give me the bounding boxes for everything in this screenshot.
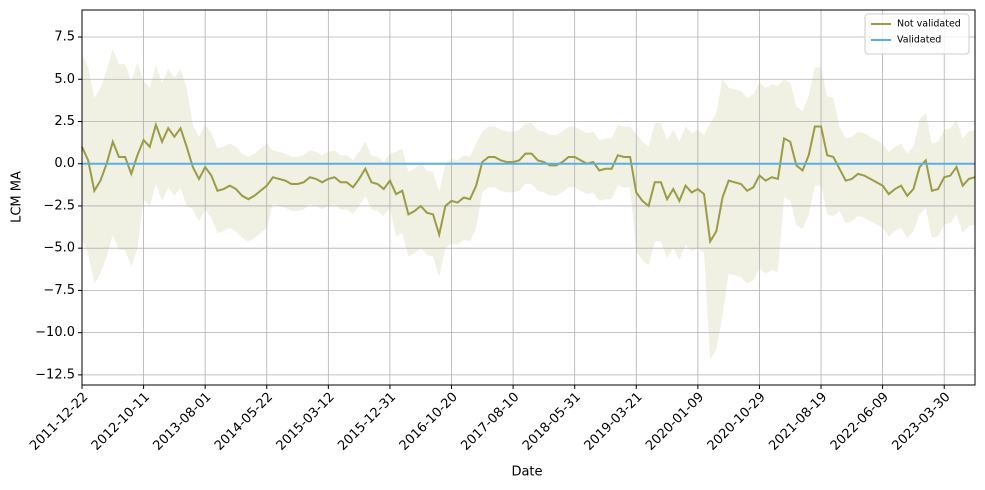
x-tick-label: 2022-06-09 <box>828 390 892 454</box>
data-line <box>81 121 976 245</box>
x-tick-label: 2019-03-21 <box>582 390 646 454</box>
x-tick-label: 2018-05-31 <box>520 390 584 454</box>
y-tick-label: −10.0 <box>35 325 75 340</box>
y-tick-label: −12.5 <box>35 367 75 382</box>
legend-label: Not validated <box>897 19 961 30</box>
x-axis-label: Date <box>511 465 542 480</box>
x-tick-label: 2016-10-20 <box>397 390 461 454</box>
y-tick-label: 5.0 <box>54 72 75 87</box>
y-tick-label: 2.5 <box>54 114 75 129</box>
y-tick-label: −2.5 <box>43 198 75 213</box>
legend-label: Validated <box>897 35 941 46</box>
y-tick-label: 0.0 <box>54 156 75 171</box>
x-tick-label: 2020-10-29 <box>705 390 769 454</box>
x-tick-label: 2015-03-12 <box>274 390 338 454</box>
x-tick-label: 2015-12-31 <box>335 390 399 454</box>
confidence-band <box>82 48 975 360</box>
x-tick-label: 2013-08-01 <box>150 390 214 454</box>
x-tick-label: 2021-08-19 <box>766 390 830 454</box>
y-tick-label: 7.5 <box>54 30 75 45</box>
x-tick-label: 2023-03-30 <box>889 390 953 454</box>
x-tick-label: 2014-05-22 <box>212 390 276 454</box>
x-tick-label: 2011-12-22 <box>27 390 91 454</box>
y-axis-label: LCM MA <box>10 171 25 223</box>
plot-frame <box>81 9 976 386</box>
x-tick-label: 2017-08-10 <box>458 390 522 454</box>
y-tick-label: −7.5 <box>43 283 75 298</box>
x-tick-label: 2012-10-11 <box>89 390 153 454</box>
y-tick-label: −5.0 <box>43 241 75 256</box>
x-tick-label: 2020-01-09 <box>643 390 707 454</box>
